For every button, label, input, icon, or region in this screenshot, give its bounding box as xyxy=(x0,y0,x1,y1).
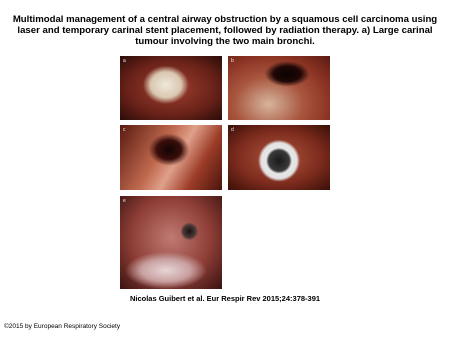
endoscopy-image-b: b xyxy=(228,56,330,120)
panel-label: b xyxy=(231,58,234,64)
citation: Nicolas Guibert et al. Eur Respir Rev 20… xyxy=(129,294,321,303)
endoscopy-image-c: c xyxy=(120,125,222,190)
panel-label: c xyxy=(123,127,126,133)
endoscopy-image-a: a xyxy=(120,56,222,120)
slide-title: Multimodal management of a central airwa… xyxy=(12,14,438,47)
panel-label: d xyxy=(231,127,234,133)
endoscopy-image-e: e xyxy=(120,196,222,289)
copyright: ©2015 by European Respiratory Society xyxy=(4,323,121,330)
panel-label: a xyxy=(123,58,126,64)
endoscopy-image-d: d xyxy=(228,125,330,190)
panel-label: e xyxy=(123,198,126,204)
